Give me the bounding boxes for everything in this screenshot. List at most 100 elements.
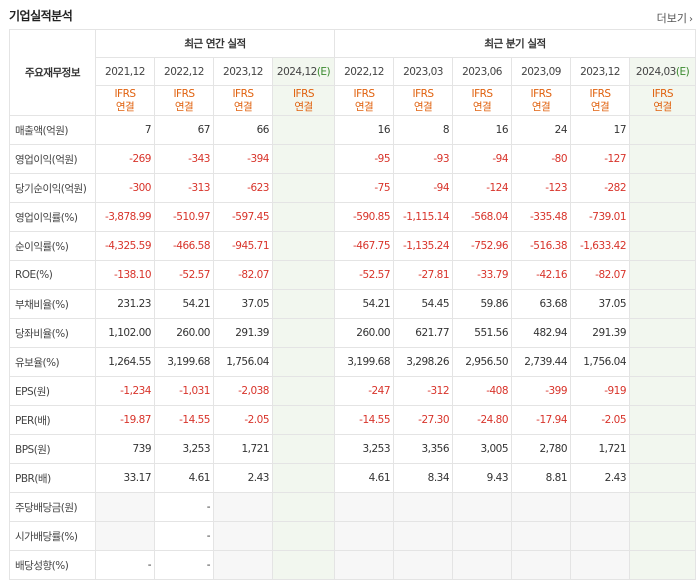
row-label: 주당배당금(원) xyxy=(9,492,96,522)
table-cell: -516.38 xyxy=(511,231,572,261)
table-cell: -568.04 xyxy=(452,202,513,232)
table-cell: -2.05 xyxy=(570,405,631,435)
table-cell: -42.16 xyxy=(511,260,572,290)
estimate-mark: (E) xyxy=(675,65,690,78)
table-cell: -33.79 xyxy=(452,260,513,290)
table-cell xyxy=(629,434,697,464)
table-cell xyxy=(511,492,572,522)
table-row: EPS(원) -1,234 -1,031 -2,038 -247 -312 -408 -399… xyxy=(9,376,697,406)
table-row: 영업이익률(%) -3,878.99 -510.97 -597.45 -590.85 -1… xyxy=(9,202,697,232)
table-cell: -2,038 xyxy=(213,376,273,406)
table-cell xyxy=(393,521,454,551)
row-label: BPS(원) xyxy=(9,434,96,464)
table-cell: 1,721 xyxy=(570,434,631,464)
table-cell xyxy=(452,521,513,551)
table-cell xyxy=(629,463,697,493)
table-cell xyxy=(271,347,336,377)
table-cell: 7 xyxy=(95,115,155,145)
table-cell xyxy=(570,521,631,551)
table-cell xyxy=(629,173,697,203)
table-cell: -75 xyxy=(334,173,395,203)
table-cell: -467.75 xyxy=(334,231,395,261)
standard-header: IFRS 연결 xyxy=(570,85,631,116)
table-cell xyxy=(271,144,336,174)
table-cell: 2,956.50 xyxy=(452,347,513,377)
period-header: 2022,12 xyxy=(154,57,214,86)
period-header: 2023,03 xyxy=(393,57,454,86)
table-cell: -394 xyxy=(213,144,273,174)
table-cell: -1,135.24 xyxy=(393,231,454,261)
table-cell: -408 xyxy=(452,376,513,406)
section-title: 기업실적분석 xyxy=(9,9,73,23)
group-annual-header: 최근 연간 실적 xyxy=(94,29,336,58)
table-cell xyxy=(95,521,155,551)
table-cell xyxy=(629,318,697,348)
table-cell xyxy=(271,463,336,493)
table-cell xyxy=(271,289,336,319)
table-cell: 24 xyxy=(511,115,572,145)
table-cell: -95 xyxy=(334,144,395,174)
table-row: 영업이익(억원) -269 -343 -394 -95 -93 -94 -80 -127 xyxy=(9,144,697,174)
table-cell: 37.05 xyxy=(570,289,631,319)
table-cell: -82.07 xyxy=(213,260,273,290)
table-cell xyxy=(452,550,513,580)
standard-header: IFRS 연결 xyxy=(452,85,513,116)
table-cell xyxy=(271,173,336,203)
table-cell: -52.57 xyxy=(334,260,395,290)
table-row: PBR(배) 33.17 4.61 2.43 4.61 8.34 9.43 8.81 2.43 xyxy=(9,463,697,493)
table-cell: -94 xyxy=(393,173,454,203)
table-cell: -269 xyxy=(95,144,155,174)
table-cell xyxy=(271,202,336,232)
table-cell: 621.77 xyxy=(393,318,454,348)
table-cell xyxy=(629,202,697,232)
table-cell: -623 xyxy=(213,173,273,203)
table-cell: -590.85 xyxy=(334,202,395,232)
period-header: 2023,12 xyxy=(213,57,273,86)
table-cell: - xyxy=(95,550,155,580)
table-cell: 2,739.44 xyxy=(511,347,572,377)
table-cell: 59.86 xyxy=(452,289,513,319)
period-header: 2021,12 xyxy=(95,57,155,86)
table-cell xyxy=(271,405,336,435)
table-cell: - xyxy=(154,550,214,580)
table-cell: 3,298.26 xyxy=(393,347,454,377)
table-cell: - xyxy=(154,521,214,551)
table-cell xyxy=(271,550,336,580)
row-label: 유보율(%) xyxy=(9,347,96,377)
table-cell: 54.45 xyxy=(393,289,454,319)
table-cell: 9.43 xyxy=(452,463,513,493)
table-cell xyxy=(271,260,336,290)
table-cell: 33.17 xyxy=(95,463,155,493)
table-cell: 1,721 xyxy=(213,434,273,464)
table-cell xyxy=(271,492,336,522)
table-cell: -82.07 xyxy=(570,260,631,290)
table-row: 순이익률(%) -4,325.59 -466.58 -945.71 -467.75 -1,… xyxy=(9,231,697,261)
table-cell xyxy=(629,347,697,377)
table-cell xyxy=(570,492,631,522)
table-cell: 2.43 xyxy=(213,463,273,493)
table-cell: 291.39 xyxy=(570,318,631,348)
period-header: 2024,03(E) xyxy=(629,57,697,86)
row-label: 순이익률(%) xyxy=(9,231,96,261)
table-cell: 54.21 xyxy=(334,289,395,319)
table-cell: 8.81 xyxy=(511,463,572,493)
period-header: 2024,12(E) xyxy=(271,57,336,86)
table-row: BPS(원) 739 3,253 1,721 3,253 3,356 3,005 2,780 1… xyxy=(9,434,697,464)
table-cell: 3,253 xyxy=(334,434,395,464)
table-cell: -1,031 xyxy=(154,376,214,406)
table-cell xyxy=(271,434,336,464)
table-cell: 8 xyxy=(393,115,454,145)
table-cell: 2.43 xyxy=(570,463,631,493)
table-cell xyxy=(334,521,395,551)
period-label: 2024,03 xyxy=(635,65,676,78)
table-cell: 54.21 xyxy=(154,289,214,319)
table-cell: -752.96 xyxy=(452,231,513,261)
row-label: 부채비율(%) xyxy=(9,289,96,319)
row-label: 시가배당률(%) xyxy=(9,521,96,551)
table-cell xyxy=(271,231,336,261)
more-link[interactable]: 더보기 › xyxy=(657,10,693,26)
table-cell: 16 xyxy=(452,115,513,145)
table-cell: 291.39 xyxy=(213,318,273,348)
group-quarterly-header: 최근 분기 실적 xyxy=(334,29,697,58)
table-cell: -19.87 xyxy=(95,405,155,435)
